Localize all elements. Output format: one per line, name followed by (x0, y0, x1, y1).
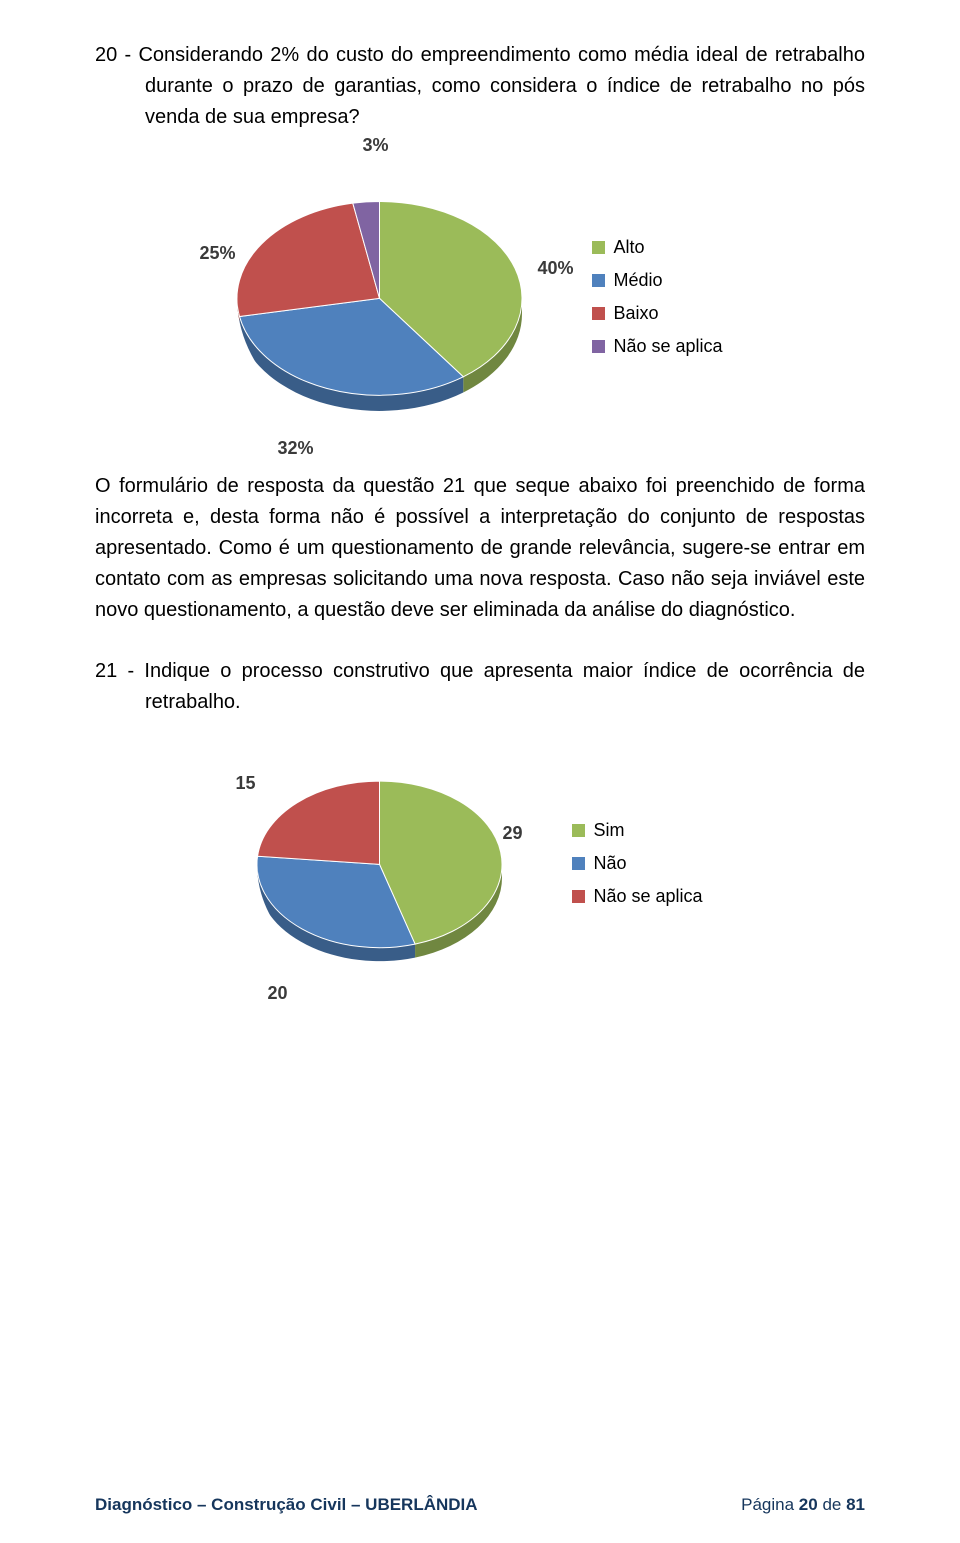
legend-item: Não se aplica (592, 336, 722, 357)
legend-swatch (592, 307, 605, 320)
legend-2: Sim Não Não se aplica (572, 820, 702, 907)
legend-label: Não se aplica (613, 336, 722, 357)
legend-label: Não (593, 853, 626, 874)
legend-item: Sim (572, 820, 702, 841)
legend-swatch (572, 890, 585, 903)
pie-slice-label: 29 (502, 823, 522, 844)
question-20: 20 - Considerando 2% do custo do empreen… (95, 40, 865, 133)
chart-2-area: 292015 Sim Não Não se aplica (257, 748, 702, 980)
pie-slice-label: 40% (537, 258, 573, 279)
footer-mid: de (818, 1495, 846, 1514)
legend-item: Médio (592, 270, 722, 291)
pie-slice-label: 20 (267, 983, 287, 1004)
footer-title: Diagnóstico – Construção Civil – UBERLÂN… (95, 1495, 478, 1515)
chart-2-wrap: 292015 Sim Não Não se aplica (95, 748, 865, 980)
legend-swatch (592, 274, 605, 287)
footer-prefix: Página (741, 1495, 799, 1514)
pie-slice-label: 15 (235, 773, 255, 794)
analysis-paragraph: O formulário de resposta da questão 21 q… (95, 471, 865, 626)
legend-label: Baixo (613, 303, 658, 324)
legend-1: Alto Médio Baixo Não se aplica (592, 237, 722, 357)
legend-item: Não se aplica (572, 886, 702, 907)
question-20-text: 20 - Considerando 2% do custo do empreen… (95, 40, 865, 133)
footer-page: Página 20 de 81 (741, 1495, 865, 1515)
pie-slice-label: 3% (362, 135, 388, 156)
pie-slice-label: 32% (277, 438, 313, 459)
question-21-text: 21 - Indique o processo construtivo que … (95, 656, 865, 718)
question-21: 21 - Indique o processo construtivo que … (95, 656, 865, 718)
legend-swatch (592, 340, 605, 353)
legend-label: Sim (593, 820, 624, 841)
chart-1-area: 40%32%25%3% Alto Médio Baixo Não se aplica (237, 163, 722, 431)
pie-slice-label: 25% (199, 243, 235, 264)
pie-chart-2: 292015 (257, 748, 512, 980)
pie-slice (258, 781, 380, 864)
legend-item: Não (572, 853, 702, 874)
legend-swatch (572, 857, 585, 870)
footer-total: 81 (846, 1495, 865, 1514)
legend-swatch (572, 824, 585, 837)
pie-chart-1: 40%32%25%3% (237, 163, 532, 431)
page-footer: Diagnóstico – Construção Civil – UBERLÂN… (95, 1495, 865, 1515)
legend-label: Não se aplica (593, 886, 702, 907)
legend-label: Médio (613, 270, 662, 291)
legend-item: Baixo (592, 303, 722, 324)
legend-swatch (592, 241, 605, 254)
chart-1-wrap: 40%32%25%3% Alto Médio Baixo Não se aplica (95, 163, 865, 431)
pie-svg (237, 163, 532, 431)
legend-label: Alto (613, 237, 644, 258)
page: 20 - Considerando 2% do custo do empreen… (0, 0, 960, 1543)
footer-page-num: 20 (799, 1495, 818, 1514)
pie-svg (257, 748, 512, 980)
legend-item: Alto (592, 237, 722, 258)
